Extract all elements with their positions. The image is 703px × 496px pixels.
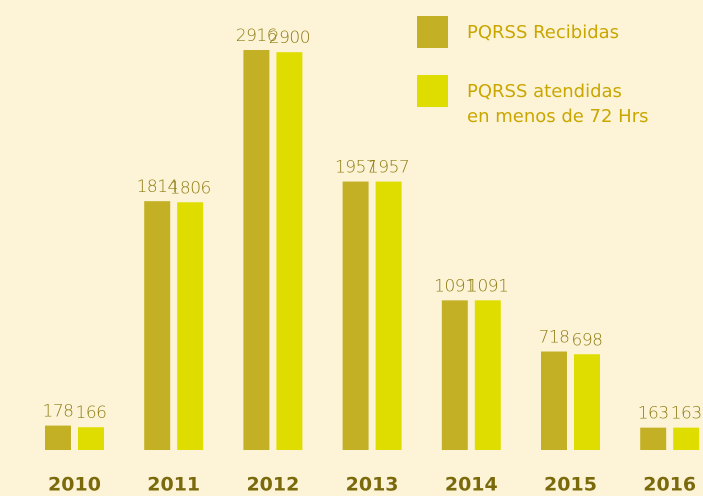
bar [243,50,270,450]
legend-swatch [417,16,448,48]
x-tick-label: 2010 [48,474,101,496]
bar [144,201,171,450]
x-tick-label: 2016 [643,474,696,496]
bar [78,427,104,450]
value-label: 2900 [269,28,310,48]
value-label: 163 [671,404,702,424]
bar [541,351,567,450]
bar [342,181,369,451]
legend-label: PQRSS Recibidas [467,22,620,43]
x-tick-label: 2013 [346,474,399,496]
value-label: 718 [539,328,570,348]
bar [640,427,667,450]
value-label: 2916 [236,26,277,46]
value-label: 178 [43,402,74,422]
bar [45,425,71,450]
value-label: 1806 [170,178,211,198]
x-tick-label: 2012 [246,474,299,496]
bar [673,427,700,450]
value-label: 1091 [467,276,508,296]
bar [177,202,204,450]
bar [276,52,303,450]
value-label: 163 [638,404,669,424]
value-label: 1091 [434,276,475,296]
legend-label: PQRSS atendidas en menos de 72 Hrs [467,81,649,127]
value-label: 1957 [368,158,409,178]
value-label: 698 [572,330,603,350]
x-tick-label: 2011 [147,474,200,496]
value-label: 1814 [137,177,178,197]
bar [474,300,501,450]
bar [441,300,468,450]
x-tick-label: 2014 [445,474,498,496]
x-tick-label: 2015 [544,474,597,496]
value-label: 1957 [335,158,376,178]
bar [375,181,402,451]
value-label: 166 [76,403,107,423]
bar [574,354,600,450]
legend-swatch [417,75,448,107]
